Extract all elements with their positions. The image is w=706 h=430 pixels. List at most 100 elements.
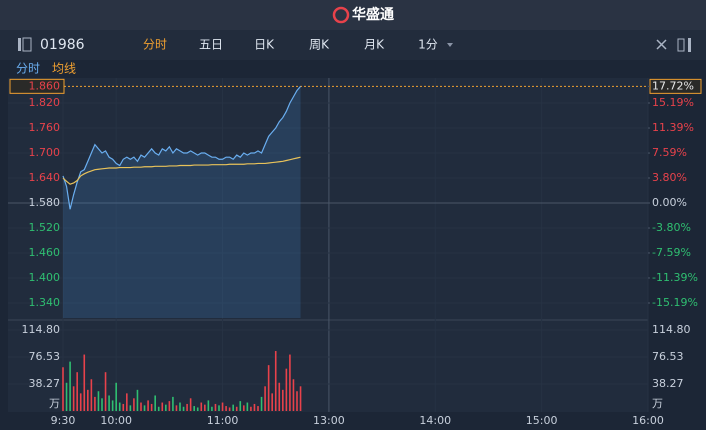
y-tick-label: 1.640 bbox=[29, 171, 61, 184]
volume-bar bbox=[246, 402, 249, 411]
volume-bar bbox=[79, 393, 82, 411]
x-tick-label: 11:00 bbox=[207, 414, 239, 427]
toolbar-icon[interactable] bbox=[22, 37, 32, 52]
volume-bar bbox=[115, 382, 117, 411]
volume-bar bbox=[69, 361, 71, 411]
volume-bar bbox=[299, 386, 302, 411]
x-tick-label: 16:00 bbox=[632, 414, 664, 427]
volume-bar bbox=[90, 379, 93, 411]
volume-bar bbox=[150, 403, 153, 411]
vol-tick-label-right: 76.53 bbox=[652, 350, 684, 363]
y2-tick-label: 3.80% bbox=[652, 171, 687, 184]
title-bar bbox=[0, 0, 706, 30]
volume-bar bbox=[126, 393, 128, 411]
volume-bar bbox=[289, 354, 291, 411]
volume-bar bbox=[154, 395, 156, 411]
volume-bar bbox=[129, 405, 132, 411]
volume-bar bbox=[221, 402, 224, 411]
volume-bar bbox=[225, 406, 227, 411]
volume-bar bbox=[207, 400, 210, 411]
y-tick-label: 1.520 bbox=[29, 221, 61, 234]
logo bbox=[332, 6, 350, 24]
price-area bbox=[63, 86, 301, 318]
volume-bar bbox=[243, 405, 245, 411]
volume-bar bbox=[278, 382, 281, 411]
legend-label: 均线 bbox=[52, 62, 76, 76]
volume-bar bbox=[204, 404, 206, 411]
volume-bar bbox=[83, 354, 86, 411]
y2-tick-label: -3.80% bbox=[652, 221, 691, 234]
volume-bar bbox=[296, 391, 298, 411]
y-tick-label: 1.760 bbox=[29, 121, 61, 134]
tab[interactable]: 周K bbox=[309, 38, 330, 52]
volume-bar bbox=[232, 404, 234, 411]
volume-bar bbox=[62, 367, 64, 411]
dropdown-arrow[interactable] bbox=[447, 43, 453, 47]
volume-bar bbox=[200, 402, 203, 411]
x-tick-label: 10:00 bbox=[100, 414, 132, 427]
volume-bar bbox=[122, 403, 125, 411]
tab[interactable]: 月K bbox=[364, 38, 385, 52]
y2-tick-label: 7.59% bbox=[652, 146, 687, 159]
volume-bar bbox=[147, 400, 149, 411]
y-tick-label: 1.820 bbox=[29, 96, 61, 109]
volume-bar bbox=[239, 401, 242, 411]
volume-bar bbox=[186, 403, 188, 411]
volume-bar bbox=[196, 407, 199, 411]
volume-bar bbox=[267, 365, 270, 411]
volume-bar bbox=[292, 379, 295, 411]
volume-bar bbox=[157, 406, 160, 411]
vol-tick-label: 114.80 bbox=[22, 323, 61, 336]
app-title: 华盛通 bbox=[352, 6, 394, 23]
volume-bar bbox=[168, 401, 171, 411]
y-tick-label: 1.340 bbox=[29, 296, 61, 309]
vol-tick-label: 76.53 bbox=[29, 350, 61, 363]
volume-bar bbox=[235, 406, 238, 411]
toolbar-icon[interactable] bbox=[18, 38, 21, 51]
volume-bar bbox=[179, 402, 181, 411]
y2-tick-label: 17.72% bbox=[652, 79, 694, 92]
tab[interactable]: 分时 bbox=[143, 38, 167, 52]
vol-tick-label: 38.27 bbox=[29, 377, 61, 390]
volume-bar bbox=[133, 398, 135, 411]
volume-bar bbox=[76, 372, 78, 411]
exit-icon[interactable] bbox=[677, 38, 685, 52]
exit-icon[interactable] bbox=[688, 38, 691, 52]
volume-bar bbox=[182, 406, 185, 411]
volume-bar bbox=[165, 404, 167, 411]
expand-icon[interactable] bbox=[656, 39, 667, 50]
vol-tick-label-right: 114.80 bbox=[652, 323, 691, 336]
volume-bar bbox=[175, 405, 178, 411]
symbol: 01986 bbox=[40, 37, 85, 53]
y-tick-label: 1.700 bbox=[29, 146, 61, 159]
x-tick-label: 9:30 bbox=[51, 414, 76, 427]
y-tick-label: 1.580 bbox=[29, 196, 61, 209]
tab[interactable]: 1分 bbox=[418, 38, 438, 52]
volume-bar bbox=[161, 402, 164, 411]
volume-bar bbox=[274, 351, 277, 411]
volume-bar bbox=[257, 406, 259, 411]
tab[interactable]: 日K bbox=[254, 38, 275, 52]
volume-bar bbox=[218, 405, 220, 411]
x-tick-label: 14:00 bbox=[419, 414, 451, 427]
volume-bar bbox=[136, 389, 139, 411]
volume-bar bbox=[111, 400, 114, 411]
price-line bbox=[62, 85, 302, 210]
volume-bar bbox=[211, 406, 213, 411]
vol-unit: 万 bbox=[49, 397, 60, 410]
x-tick-label: 13:00 bbox=[313, 414, 345, 427]
y2-tick-label: 11.39% bbox=[652, 121, 694, 134]
volume-bar bbox=[94, 396, 96, 411]
y2-tick-label: 0.00% bbox=[652, 196, 687, 209]
y2-tick-label: -11.39% bbox=[652, 271, 698, 284]
y-tick-label: 1.860 bbox=[29, 79, 61, 92]
volume-bar bbox=[282, 389, 284, 411]
volume-bar bbox=[108, 395, 110, 411]
volume-bar bbox=[172, 396, 174, 411]
volume-bar bbox=[140, 402, 142, 411]
tab[interactable]: 五日 bbox=[199, 38, 223, 52]
avg-line bbox=[62, 156, 301, 185]
toolbar bbox=[0, 30, 706, 60]
right-icons[interactable] bbox=[656, 38, 691, 52]
